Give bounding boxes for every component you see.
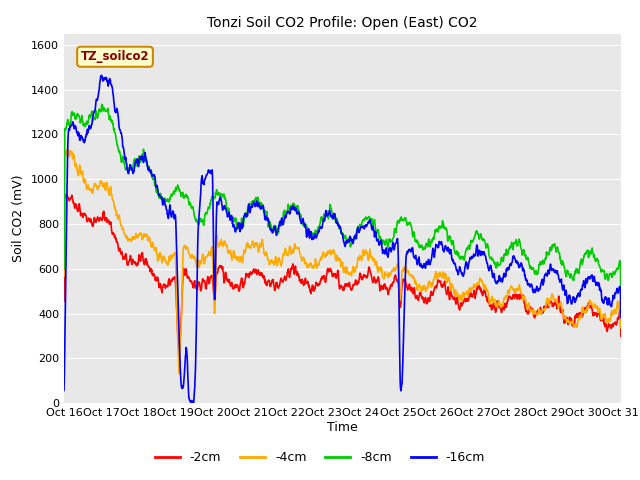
- Title: Tonzi Soil CO2 Profile: Open (East) CO2: Tonzi Soil CO2 Profile: Open (East) CO2: [207, 16, 477, 30]
- Text: TZ_soilco2: TZ_soilco2: [81, 50, 149, 63]
- Legend: -2cm, -4cm, -8cm, -16cm: -2cm, -4cm, -8cm, -16cm: [150, 446, 490, 469]
- X-axis label: Time: Time: [327, 421, 358, 434]
- Y-axis label: Soil CO2 (mV): Soil CO2 (mV): [12, 175, 26, 262]
